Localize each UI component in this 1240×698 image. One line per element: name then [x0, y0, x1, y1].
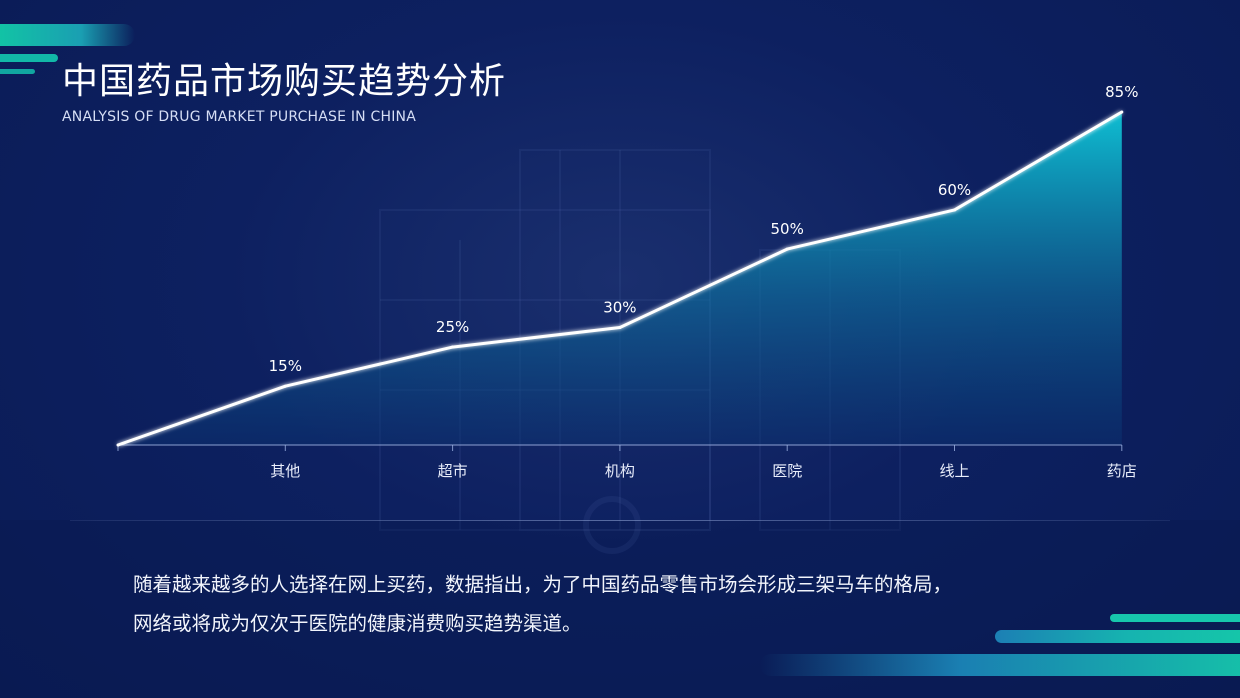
accent-bar-top-left	[0, 24, 135, 46]
description-line-1: 随着越来越多的人选择在网上买药，数据指出，为了中国药品零售市场会形成三架马车的格…	[133, 573, 953, 596]
data-point	[785, 247, 789, 251]
data-point	[283, 384, 287, 388]
accent-bar-bottom-right-2	[995, 630, 1240, 643]
data-label: 60%	[938, 181, 971, 199]
accent-bar-top-left-3	[0, 69, 35, 74]
x-tick-label: 线上	[939, 462, 969, 480]
chart-area-fill	[118, 112, 1122, 445]
data-label: 30%	[603, 298, 636, 316]
divider	[70, 520, 1170, 521]
data-label: 85%	[1105, 83, 1138, 101]
data-label: 15%	[269, 357, 302, 375]
x-tick-label: 医院	[772, 462, 802, 480]
x-tick-label: 超市	[438, 462, 468, 480]
data-point	[953, 208, 956, 212]
page-title: 中国药品市场购买趋势分析	[62, 61, 507, 102]
accent-bar-bottom-right-3	[760, 654, 1240, 676]
data-label: 25%	[436, 318, 469, 336]
x-tick-label: 机构	[605, 462, 635, 480]
data-point	[451, 345, 455, 349]
accent-bar-top-left-2	[0, 54, 58, 62]
page-subtitle: ANALYSIS OF DRUG MARKET PURCHASE IN CHIN…	[62, 109, 416, 125]
x-tick-label: 药店	[1107, 462, 1137, 480]
data-point	[116, 443, 120, 447]
data-point	[618, 325, 622, 329]
x-tick-label: 其他	[270, 462, 300, 480]
accent-bar-bottom-right-1	[1110, 614, 1240, 622]
data-point	[1120, 110, 1124, 114]
description-text: 随着越来越多的人选择在网上买药，数据指出，为了中国药品零售市场会形成三架马车的格…	[133, 565, 1133, 643]
description-line-2: 网络或将成为仅次于医院的健康消费购买趋势渠道。	[133, 612, 582, 635]
data-label: 50%	[771, 220, 804, 238]
